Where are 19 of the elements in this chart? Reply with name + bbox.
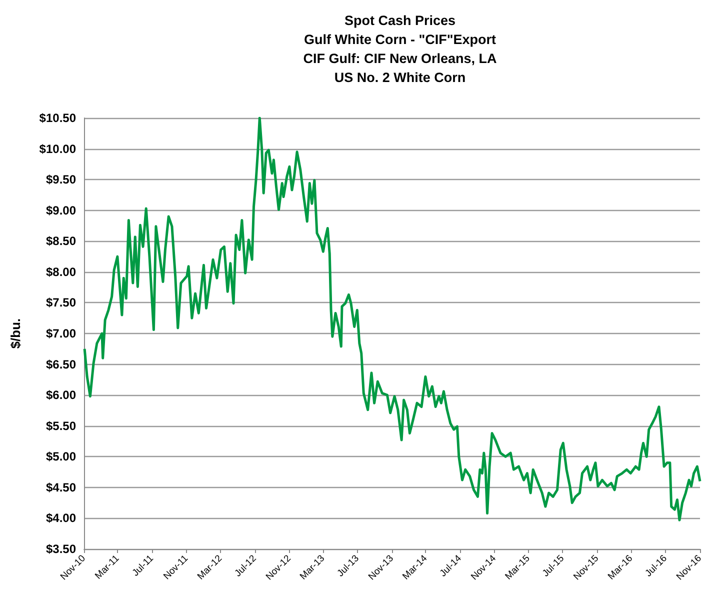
chart-title: Spot Cash Prices (344, 13, 456, 28)
y-tick-label: $4.50 (46, 480, 76, 494)
y-tick-label: $10.00 (39, 142, 76, 156)
y-axis-title: $/bu. (8, 318, 23, 349)
y-tick-label: $7.00 (46, 326, 76, 340)
y-tick-label: $7.50 (46, 296, 76, 310)
y-tick-label: $9.50 (46, 172, 76, 187)
line-series (83, 116, 702, 522)
y-tick-label: $8.00 (46, 264, 76, 279)
y-tick-label: $4.00 (46, 511, 76, 526)
y-tick-label: $5.50 (46, 418, 76, 433)
y-tick-label: $8.50 (46, 234, 76, 248)
y-tick-label: $10.50 (39, 111, 76, 125)
y-tick-label: $6.50 (46, 357, 76, 372)
y-tick-label: $6.00 (46, 388, 76, 402)
y-tick-label: $9.00 (46, 203, 76, 218)
y-tick-label: $3.50 (46, 542, 76, 556)
chart-subtitle: Gulf White Corn - "CIF"Export CIF Gulf: CIF New Orleans, LA US No. 2 White Corn (303, 32, 498, 85)
y-tick-label: $5.00 (46, 450, 76, 464)
